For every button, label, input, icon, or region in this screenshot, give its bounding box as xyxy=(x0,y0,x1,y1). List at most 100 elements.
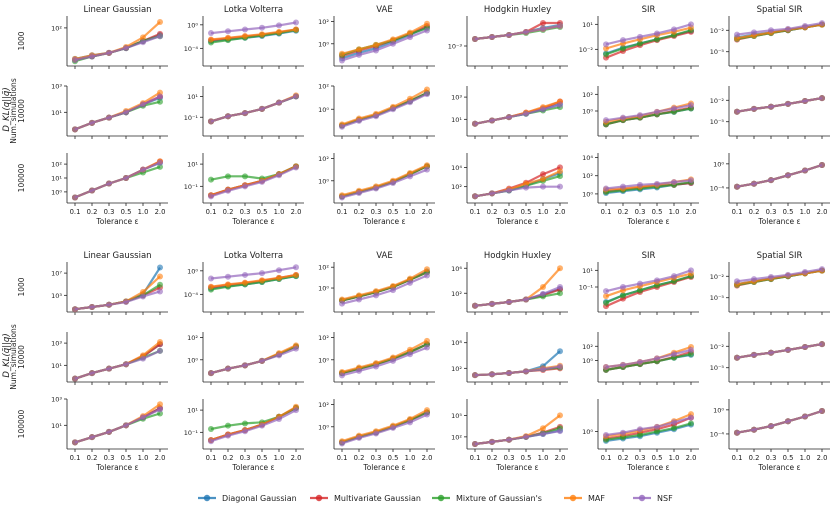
y-tick-label: 10⁰ xyxy=(713,160,724,168)
metric-label: D_KL(q̃||q) xyxy=(2,333,12,377)
panel: 10⁰ 10⁻⁴ xyxy=(184,262,304,315)
data-point xyxy=(293,264,299,271)
data-point xyxy=(734,278,740,285)
task-title: VAE xyxy=(376,251,392,261)
data-point xyxy=(407,279,413,286)
x-axis-label: Tolerance ε xyxy=(495,217,538,226)
panel: 10² 10⁰ xyxy=(318,83,435,139)
series-line xyxy=(74,286,161,311)
data-point xyxy=(407,351,413,358)
x-tick-label: 0.1 xyxy=(70,208,81,216)
data-point xyxy=(208,193,214,200)
data-point xyxy=(208,370,214,377)
row-label: 10000 xyxy=(17,99,26,123)
data-point xyxy=(157,264,163,271)
x-tick-label: 0.3 xyxy=(504,454,515,462)
x-tick-label: 0.5 xyxy=(121,208,132,216)
data-point xyxy=(768,423,774,430)
y-tick-label: 10² xyxy=(451,433,462,441)
y-tick-label: 10² xyxy=(187,334,198,342)
data-point xyxy=(472,302,478,309)
data-point xyxy=(557,183,563,190)
data-point xyxy=(540,171,546,178)
x-tick-label: 0.2 xyxy=(354,454,365,462)
panel: 10⁻² 10⁻⁵ xyxy=(710,86,830,139)
data-point xyxy=(373,292,379,299)
series-line xyxy=(736,269,823,286)
data-point xyxy=(407,29,413,36)
y-tick-label: 10⁻¹ xyxy=(184,183,199,191)
x-tick-label: 1.0 xyxy=(538,454,549,462)
data-point xyxy=(540,366,546,373)
series-line xyxy=(74,95,161,131)
task-title: Spatial SIR xyxy=(757,5,803,15)
data-point xyxy=(106,301,112,308)
y-tick-label: 10⁻² xyxy=(710,97,725,105)
x-tick-label: 0.3 xyxy=(766,208,777,216)
x-tick-label: 0.1 xyxy=(470,208,481,216)
x-tick-label: 0.5 xyxy=(257,454,268,462)
panel: 10³ 10¹ xyxy=(51,83,168,139)
data-point xyxy=(603,117,609,124)
data-point xyxy=(242,279,248,286)
data-point xyxy=(734,429,740,436)
x-tick-label: 0.2 xyxy=(618,208,629,216)
data-point xyxy=(489,438,495,445)
y-tick-label: 10⁰ xyxy=(318,356,329,364)
data-point xyxy=(225,273,231,280)
data-point xyxy=(424,166,430,173)
data-point xyxy=(140,39,146,46)
data-point xyxy=(242,173,248,180)
x-tick-label: 1.0 xyxy=(405,454,416,462)
data-point xyxy=(785,25,791,32)
series-line xyxy=(474,414,561,446)
data-point xyxy=(157,401,163,408)
data-point xyxy=(523,184,529,191)
data-point xyxy=(785,172,791,179)
legend-marker xyxy=(315,494,323,502)
x-tick-label: 2.0 xyxy=(555,208,566,216)
data-point xyxy=(140,34,146,41)
series-line xyxy=(210,95,297,123)
data-point xyxy=(506,114,512,121)
data-point xyxy=(72,439,78,446)
data-point xyxy=(637,112,643,119)
data-point xyxy=(242,33,248,39)
data-point xyxy=(390,40,396,47)
data-point xyxy=(424,91,430,98)
data-point xyxy=(654,423,660,430)
x-axis-label: Tolerance ε xyxy=(495,463,538,472)
panel: 10² 10⁰ 0.1 0.2 0.3 0.5 1.0 2.0 Tolerance ε xyxy=(318,399,435,472)
x-tick-label: 1.0 xyxy=(405,208,416,216)
data-point xyxy=(819,408,825,415)
data-point xyxy=(89,370,95,377)
data-point xyxy=(373,363,379,370)
series-line xyxy=(74,341,161,380)
panel: 10⁶ 10² xyxy=(451,262,568,315)
data-point xyxy=(106,114,112,121)
x-tick-label: 0.1 xyxy=(206,454,217,462)
data-point xyxy=(123,45,129,52)
data-point xyxy=(637,280,643,287)
row-label: 100000 xyxy=(17,163,26,192)
y-tick-label: 10⁻⁵ xyxy=(710,364,725,372)
data-point xyxy=(225,28,231,35)
panel: 10¹ 10⁻¹ 0.1 0.2 0.3 0.5 1.0 2.0 Tolerance ε xyxy=(184,153,304,226)
data-point xyxy=(603,41,609,48)
x-tick-label: 2.0 xyxy=(686,454,697,462)
y-tick-label: 10⁷ xyxy=(51,270,62,278)
x-tick-label: 0.2 xyxy=(618,454,629,462)
data-point xyxy=(506,187,512,194)
panel: 10⁵ 10² 0.1 0.2 0.3 0.5 1.0 2.0 Tolerance ε xyxy=(451,399,568,472)
data-point xyxy=(157,159,163,166)
data-point xyxy=(339,57,345,64)
x-tick-label: 1.0 xyxy=(669,208,680,216)
y-tick-label: 10⁻² xyxy=(710,27,725,35)
data-point xyxy=(472,441,478,447)
y-tick-label: 10¹ xyxy=(187,407,198,415)
row-label: 1000 xyxy=(17,31,26,50)
y-tick-label: 10¹ xyxy=(187,93,198,101)
data-point xyxy=(424,344,430,351)
data-point xyxy=(259,105,265,112)
y-tick-label: 10⁰ xyxy=(582,108,593,116)
